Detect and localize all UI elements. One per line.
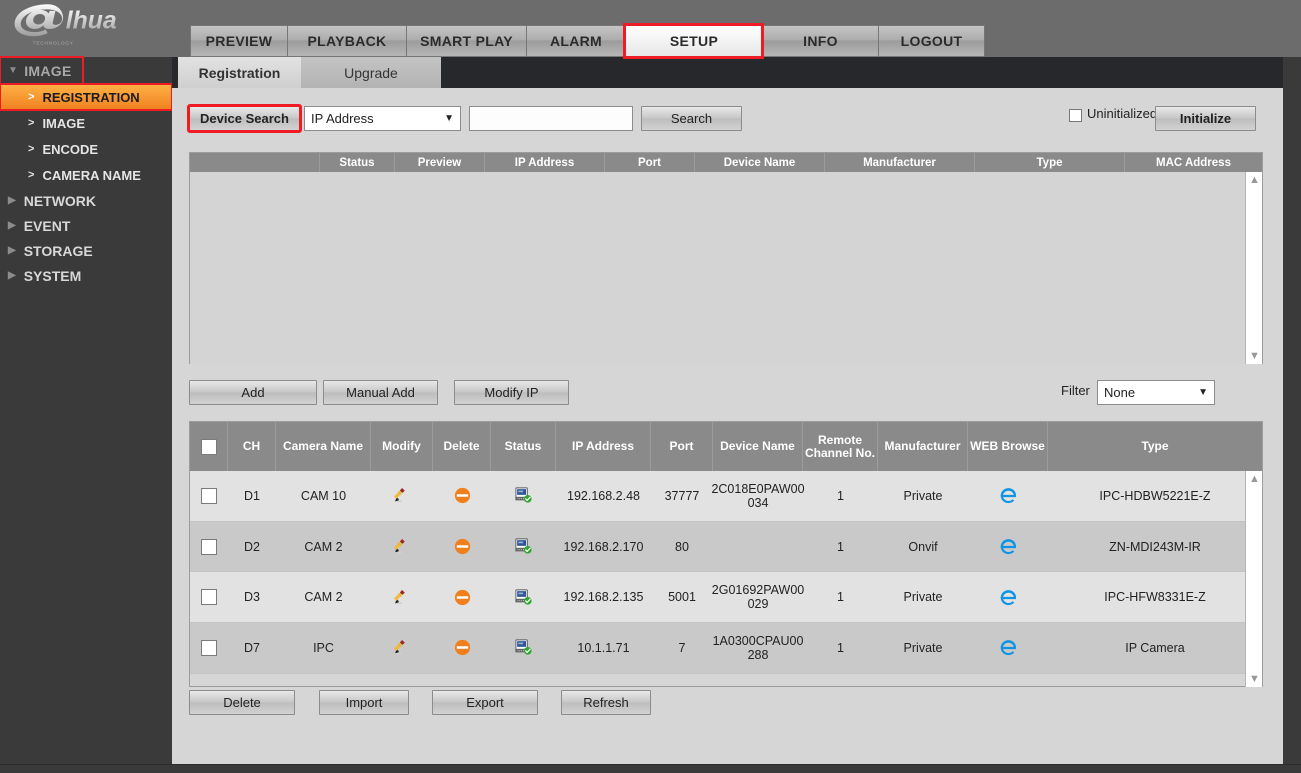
svg-text:lhua: lhua xyxy=(66,7,117,34)
svg-text:TECHNOLOGY: TECHNOLOGY xyxy=(33,41,74,47)
